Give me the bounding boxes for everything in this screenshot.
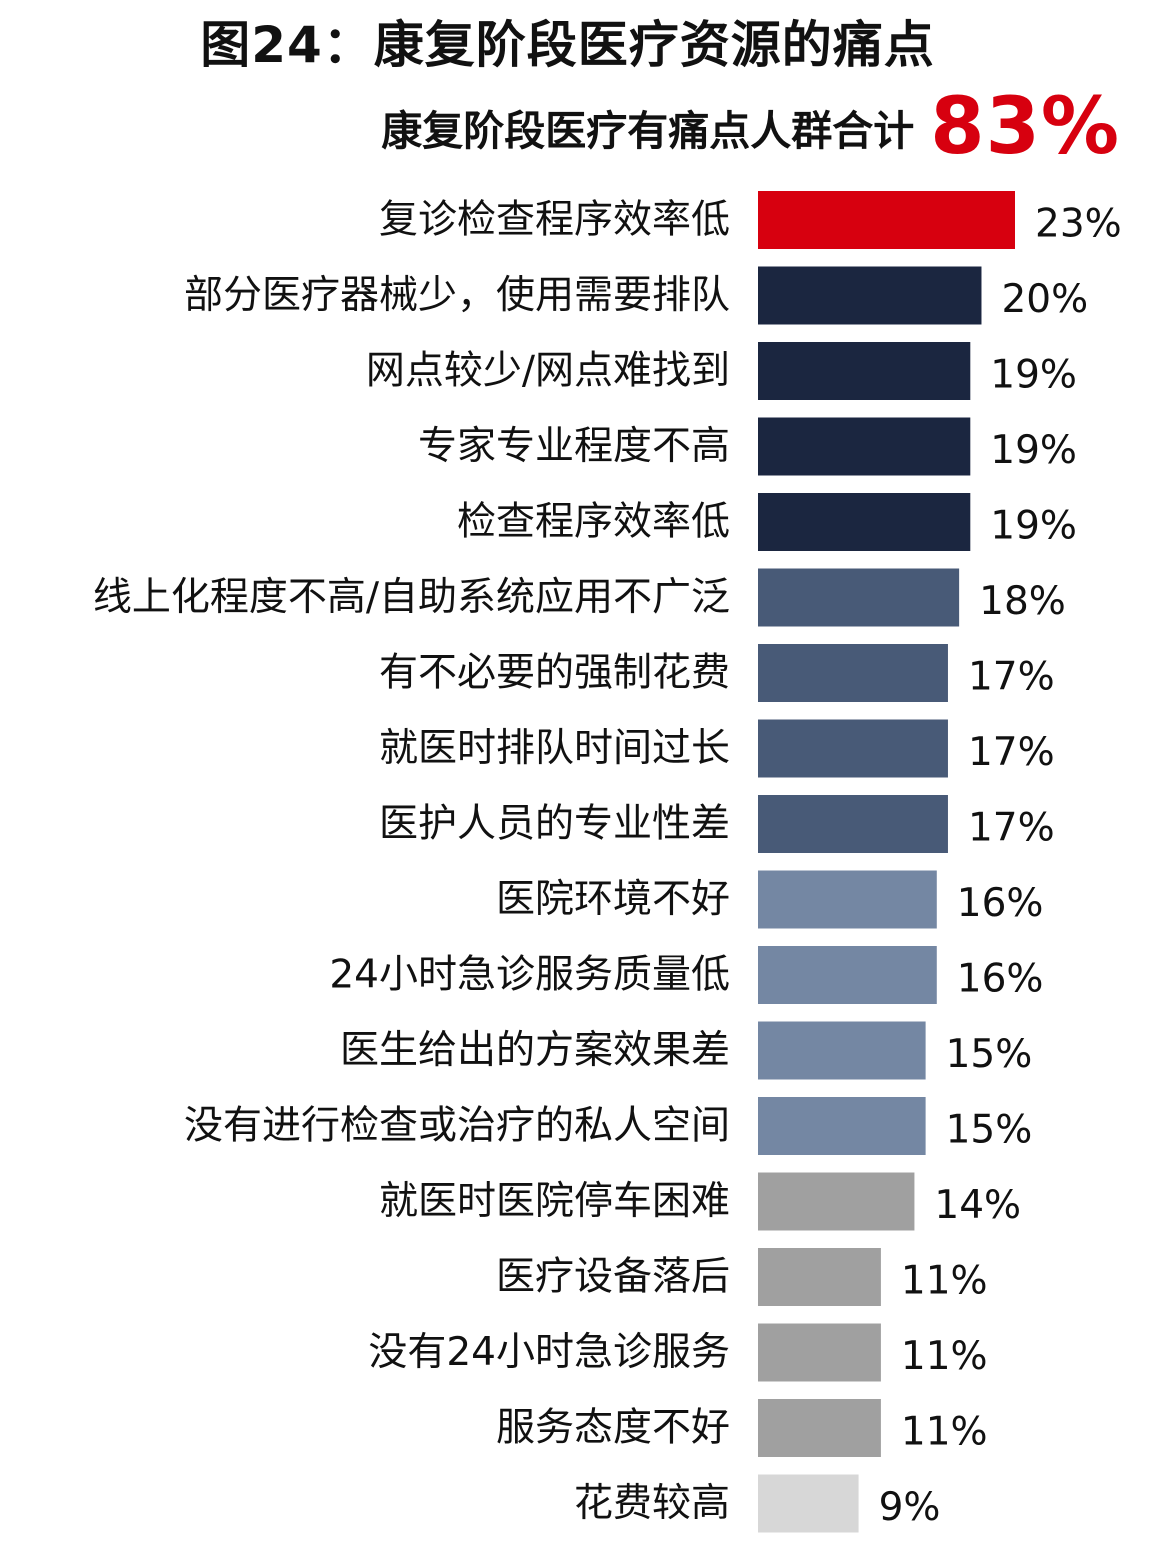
category-label-8: 就医时排队时间过长 bbox=[379, 726, 730, 771]
category-label-6: 线上化程度不高/自助系统应用不广泛 bbox=[93, 575, 730, 620]
value-label-14: 14% bbox=[934, 1183, 1021, 1228]
category-label-5: 检查程序效率低 bbox=[457, 500, 730, 545]
category-label-4: 专家专业程度不高 bbox=[418, 424, 730, 469]
value-label-3: 19% bbox=[990, 353, 1077, 398]
value-label-17: 11% bbox=[901, 1410, 988, 1455]
bar-6 bbox=[758, 568, 960, 627]
bar-17 bbox=[758, 1399, 881, 1457]
bar-12 bbox=[758, 1021, 926, 1080]
bar-5 bbox=[758, 493, 971, 551]
category-label-17: 服务态度不好 bbox=[496, 1406, 730, 1451]
bar-14 bbox=[758, 1172, 915, 1231]
category-label-9: 医护人员的专业性差 bbox=[379, 802, 730, 847]
value-label-13: 15% bbox=[946, 1108, 1033, 1153]
category-label-7: 有不必要的强制花费 bbox=[379, 651, 730, 696]
category-label-2: 部分医疗器械少，使用需要排队 bbox=[184, 273, 730, 318]
value-label-15: 11% bbox=[901, 1259, 988, 1304]
value-label-7: 17% bbox=[968, 655, 1055, 700]
total-label: 康复阶段医疗有痛点人群合计 bbox=[381, 107, 915, 155]
bar-2 bbox=[758, 266, 982, 325]
category-label-12: 医生给出的方案效果差 bbox=[340, 1028, 730, 1073]
value-label-18: 9% bbox=[879, 1485, 941, 1530]
value-label-8: 17% bbox=[968, 730, 1055, 775]
category-label-14: 就医时医院停车困难 bbox=[379, 1179, 730, 1224]
value-label-9: 17% bbox=[968, 806, 1055, 851]
category-label-18: 花费较高 bbox=[574, 1481, 730, 1526]
bar-1 bbox=[758, 191, 1015, 249]
category-label-16: 没有24小时急诊服务 bbox=[368, 1330, 730, 1375]
total-summary: 康复阶段医疗有痛点人群合计 83% bbox=[381, 82, 1120, 172]
value-label-2: 20% bbox=[1001, 277, 1088, 322]
value-label-5: 19% bbox=[990, 504, 1077, 549]
bar-11 bbox=[758, 946, 937, 1004]
bar-10 bbox=[758, 870, 937, 929]
bar-16 bbox=[758, 1323, 881, 1382]
category-label-11: 24小时急诊服务质量低 bbox=[329, 953, 730, 998]
category-label-15: 医疗设备落后 bbox=[496, 1255, 730, 1300]
value-label-4: 19% bbox=[990, 428, 1077, 473]
bar-4 bbox=[758, 417, 971, 476]
category-label-3: 网点较少/网点难找到 bbox=[366, 349, 730, 394]
value-label-12: 15% bbox=[946, 1032, 1033, 1077]
value-label-6: 18% bbox=[979, 579, 1066, 624]
category-label-10: 医院环境不好 bbox=[496, 877, 730, 922]
bar-8 bbox=[758, 719, 948, 778]
chart-title: 图24：康复阶段医疗资源的痛点 bbox=[200, 16, 935, 74]
value-label-1: 23% bbox=[1035, 202, 1122, 247]
bar-7 bbox=[758, 644, 948, 702]
bar-13 bbox=[758, 1097, 926, 1155]
bar-9 bbox=[758, 795, 948, 853]
bar-15 bbox=[758, 1248, 881, 1306]
bar-18 bbox=[758, 1474, 859, 1533]
total-value: 83% bbox=[930, 82, 1120, 172]
bar-3 bbox=[758, 342, 971, 400]
value-label-16: 11% bbox=[901, 1334, 988, 1379]
value-label-10: 16% bbox=[957, 881, 1044, 926]
value-label-11: 16% bbox=[957, 957, 1044, 1002]
category-label-1: 复诊检查程序效率低 bbox=[379, 198, 730, 243]
category-label-13: 没有进行检查或治疗的私人空间 bbox=[184, 1104, 730, 1149]
